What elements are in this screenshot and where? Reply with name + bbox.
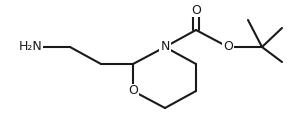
Text: N: N	[160, 40, 170, 53]
Text: O: O	[191, 3, 201, 16]
Text: O: O	[223, 40, 233, 53]
Text: O: O	[128, 85, 138, 98]
Text: H₂N: H₂N	[19, 40, 42, 53]
